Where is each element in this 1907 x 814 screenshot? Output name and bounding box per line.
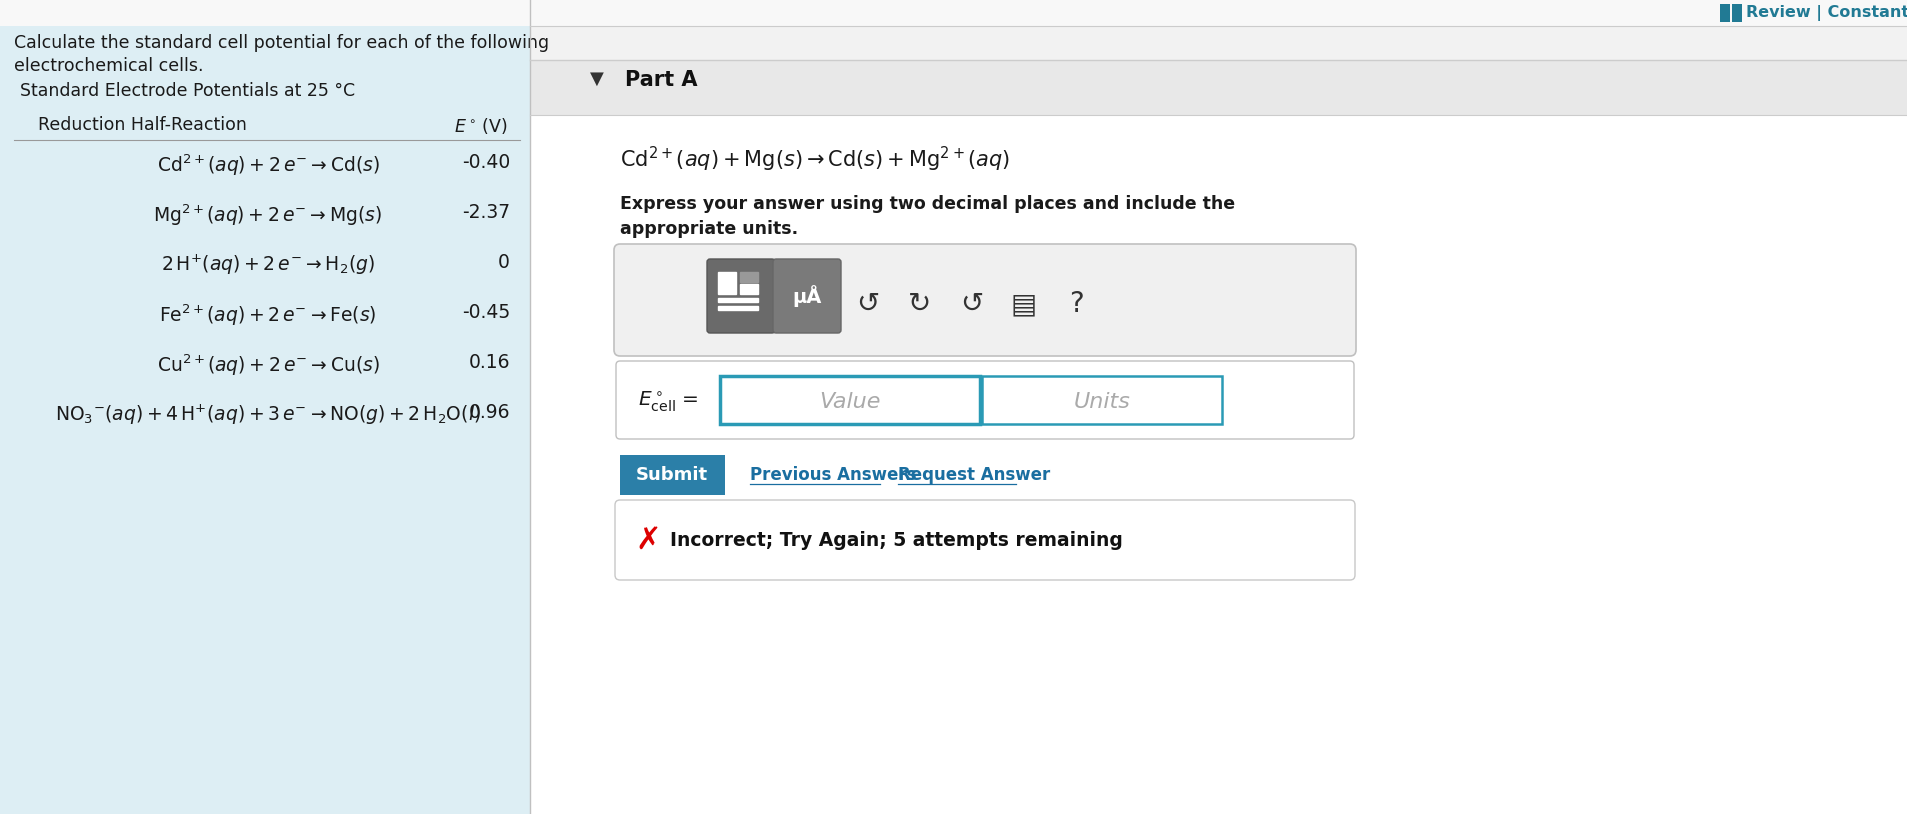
Text: $2\,\mathrm{H}^{+}(aq) + 2\,e^{-} \rightarrow \mathrm{H_{2}}(g)$: $2\,\mathrm{H}^{+}(aq) + 2\,e^{-} \right… — [160, 253, 376, 277]
Text: 0: 0 — [498, 253, 509, 272]
Text: ↻: ↻ — [908, 290, 931, 318]
Text: Review | Constants | Periodic Table: Review | Constants | Periodic Table — [1745, 5, 1907, 21]
Text: 0.16: 0.16 — [469, 353, 509, 372]
Text: Request Answer: Request Answer — [898, 466, 1049, 484]
Text: $\mathrm{Cd}^{2+}(aq) + 2\,e^{-} \rightarrow \mathrm{Cd}(s)$: $\mathrm{Cd}^{2+}(aq) + 2\,e^{-} \righta… — [156, 153, 379, 178]
Text: μÅ: μÅ — [791, 285, 822, 307]
Bar — [719, 376, 980, 424]
Text: Submit: Submit — [635, 466, 707, 484]
Text: -0.40: -0.40 — [461, 153, 509, 172]
Bar — [620, 455, 725, 495]
Text: -2.37: -2.37 — [461, 203, 509, 222]
FancyBboxPatch shape — [616, 361, 1354, 439]
Text: $\mathrm{Fe}^{2+}(aq) + 2\,e^{-} \rightarrow \mathrm{Fe}(s)$: $\mathrm{Fe}^{2+}(aq) + 2\,e^{-} \righta… — [158, 303, 376, 329]
Text: Value: Value — [818, 392, 881, 412]
Text: Calculate the standard cell potential for each of the following: Calculate the standard cell potential fo… — [13, 34, 549, 52]
FancyBboxPatch shape — [772, 259, 841, 333]
Bar — [0, 0, 530, 814]
Text: ↺: ↺ — [856, 290, 879, 318]
Bar — [717, 272, 736, 294]
Text: Reduction Half-Reaction: Reduction Half-Reaction — [38, 116, 246, 134]
Text: electrochemical cells.: electrochemical cells. — [13, 57, 204, 75]
Bar — [982, 376, 1220, 424]
Bar — [1732, 4, 1741, 22]
FancyBboxPatch shape — [614, 500, 1354, 580]
Text: Incorrect; Try Again; 5 attempts remaining: Incorrect; Try Again; 5 attempts remaini… — [669, 531, 1123, 549]
Bar — [530, 60, 1907, 115]
Bar — [717, 306, 757, 310]
Bar — [740, 272, 757, 282]
Text: $E^\circ\,(\mathrm{V})$: $E^\circ\,(\mathrm{V})$ — [454, 116, 507, 136]
Text: ?: ? — [1068, 290, 1083, 318]
Text: ▼: ▼ — [589, 70, 603, 88]
Text: $\mathrm{Cu}^{2+}(aq) + 2\,e^{-} \rightarrow \mathrm{Cu}(s)$: $\mathrm{Cu}^{2+}(aq) + 2\,e^{-} \righta… — [156, 353, 379, 379]
FancyBboxPatch shape — [614, 244, 1356, 356]
Bar — [530, 115, 1907, 814]
Text: appropriate units.: appropriate units. — [620, 220, 797, 238]
Text: ↺: ↺ — [959, 290, 984, 318]
Bar — [740, 284, 757, 294]
Text: 0.96: 0.96 — [469, 403, 509, 422]
Text: $E^\circ_{\mathrm{cell}}$ =: $E^\circ_{\mathrm{cell}}$ = — [637, 390, 698, 414]
Bar — [717, 298, 757, 302]
Text: Express your answer using two decimal places and include the: Express your answer using two decimal pl… — [620, 195, 1234, 213]
Text: Units: Units — [1074, 392, 1129, 412]
Text: Standard Electrode Potentials at 25 °C: Standard Electrode Potentials at 25 °C — [19, 82, 355, 100]
Bar — [1718, 4, 1730, 22]
Text: ✗: ✗ — [635, 526, 660, 554]
Text: Previous Answers: Previous Answers — [749, 466, 915, 484]
Text: -0.45: -0.45 — [461, 303, 509, 322]
Bar — [0, 0, 530, 26]
FancyBboxPatch shape — [707, 259, 774, 333]
Text: $\mathrm{Mg}^{2+}(aq) + 2\,e^{-} \rightarrow \mathrm{Mg}(s)$: $\mathrm{Mg}^{2+}(aq) + 2\,e^{-} \righta… — [153, 203, 383, 229]
Text: Part A: Part A — [625, 70, 698, 90]
Bar — [530, 0, 1907, 26]
Text: $\mathrm{Cd}^{2+}(aq) + \mathrm{Mg}(s) \rightarrow \mathrm{Cd}(s) + \mathrm{Mg}^: $\mathrm{Cd}^{2+}(aq) + \mathrm{Mg}(s) \… — [620, 145, 1011, 174]
Text: ▤: ▤ — [1011, 290, 1037, 318]
Text: $\mathrm{NO_{3}}^{-}(aq) + 4\,\mathrm{H}^{+}(aq) + 3\,e^{-} \rightarrow \mathrm{: $\mathrm{NO_{3}}^{-}(aq) + 4\,\mathrm{H}… — [55, 403, 481, 427]
Bar — [530, 0, 1907, 814]
